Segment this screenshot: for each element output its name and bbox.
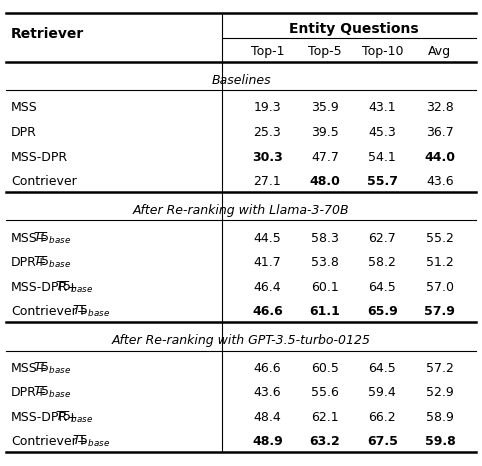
Text: After Re-ranking with Llama-3-70B: After Re-ranking with Llama-3-70B: [133, 204, 349, 217]
Text: 44.0: 44.0: [424, 151, 455, 164]
Text: Top-1: Top-1: [251, 45, 284, 57]
Text: 46.6: 46.6: [254, 362, 281, 375]
Text: $T5_{base}$: $T5_{base}$: [72, 304, 110, 319]
Text: 48.0: 48.0: [309, 175, 340, 188]
Text: 62.7: 62.7: [369, 232, 396, 245]
Text: 64.5: 64.5: [369, 281, 396, 294]
Text: 45.3: 45.3: [369, 126, 396, 139]
Text: 60.1: 60.1: [311, 281, 339, 294]
Text: 58.9: 58.9: [426, 411, 454, 424]
Text: 46.4: 46.4: [254, 281, 281, 294]
Text: 44.5: 44.5: [254, 232, 281, 245]
Text: 59.4: 59.4: [369, 386, 396, 399]
Text: 59.8: 59.8: [425, 435, 455, 448]
Text: $T5_{base}$: $T5_{base}$: [33, 361, 71, 376]
Text: Entity Questions: Entity Questions: [289, 22, 418, 36]
Text: 60.5: 60.5: [311, 362, 339, 375]
Text: 46.6: 46.6: [252, 305, 283, 318]
Text: Avg: Avg: [428, 45, 452, 57]
Text: 43.1: 43.1: [369, 102, 396, 115]
Text: 41.7: 41.7: [254, 256, 281, 269]
Text: After Re-ranking with GPT-3.5-turbo-0125: After Re-ranking with GPT-3.5-turbo-0125: [111, 334, 371, 347]
Text: Top-5: Top-5: [308, 45, 342, 57]
Text: 48.9: 48.9: [252, 435, 283, 448]
Text: 30.3: 30.3: [252, 151, 283, 164]
Text: $T5_{base}$: $T5_{base}$: [33, 255, 71, 270]
Text: 27.1: 27.1: [254, 175, 281, 188]
Text: DPR+: DPR+: [11, 386, 47, 399]
Text: Top-10: Top-10: [362, 45, 403, 57]
Text: 55.7: 55.7: [367, 175, 398, 188]
Text: 61.1: 61.1: [309, 305, 340, 318]
Text: 51.2: 51.2: [426, 256, 454, 269]
Text: 39.5: 39.5: [311, 126, 339, 139]
Text: MSS+: MSS+: [11, 362, 48, 375]
Text: 65.9: 65.9: [367, 305, 398, 318]
Text: 53.8: 53.8: [311, 256, 339, 269]
Text: MSS-DPR+: MSS-DPR+: [11, 411, 79, 424]
Text: 43.6: 43.6: [426, 175, 454, 188]
Text: 58.2: 58.2: [368, 256, 396, 269]
Text: MSS-DPR+: MSS-DPR+: [11, 281, 79, 294]
Text: 19.3: 19.3: [254, 102, 281, 115]
Text: Contriever: Contriever: [11, 175, 77, 188]
Text: $T5_{base}$: $T5_{base}$: [55, 410, 93, 425]
Text: 62.1: 62.1: [311, 411, 339, 424]
Text: MSS+: MSS+: [11, 232, 48, 245]
Text: Baselines: Baselines: [211, 74, 271, 87]
Text: $T5_{base}$: $T5_{base}$: [33, 385, 71, 400]
Text: 52.9: 52.9: [426, 386, 454, 399]
Text: MSS: MSS: [11, 102, 38, 115]
Text: 63.2: 63.2: [309, 435, 340, 448]
Text: Retriever: Retriever: [11, 27, 84, 41]
Text: DPR: DPR: [11, 126, 37, 139]
Text: 43.6: 43.6: [254, 386, 281, 399]
Text: Contriever+: Contriever+: [11, 435, 87, 448]
Text: MSS-DPR: MSS-DPR: [11, 151, 68, 164]
Text: 66.2: 66.2: [369, 411, 396, 424]
Text: Contriever+: Contriever+: [11, 305, 87, 318]
Text: 48.4: 48.4: [254, 411, 281, 424]
Text: 25.3: 25.3: [254, 126, 281, 139]
Text: DPR+: DPR+: [11, 256, 47, 269]
Text: 35.9: 35.9: [311, 102, 339, 115]
Text: 54.1: 54.1: [369, 151, 396, 164]
Text: $T5_{base}$: $T5_{base}$: [55, 280, 93, 295]
Text: 36.7: 36.7: [426, 126, 454, 139]
Text: 64.5: 64.5: [369, 362, 396, 375]
Text: 32.8: 32.8: [426, 102, 454, 115]
Text: 58.3: 58.3: [311, 232, 339, 245]
Text: 57.9: 57.9: [425, 305, 455, 318]
Text: 55.6: 55.6: [311, 386, 339, 399]
Text: 67.5: 67.5: [367, 435, 398, 448]
Text: 57.0: 57.0: [426, 281, 454, 294]
Text: 55.2: 55.2: [426, 232, 454, 245]
Text: $T5_{base}$: $T5_{base}$: [33, 231, 71, 246]
Text: 47.7: 47.7: [311, 151, 339, 164]
Text: 57.2: 57.2: [426, 362, 454, 375]
Text: $T5_{base}$: $T5_{base}$: [72, 434, 110, 449]
